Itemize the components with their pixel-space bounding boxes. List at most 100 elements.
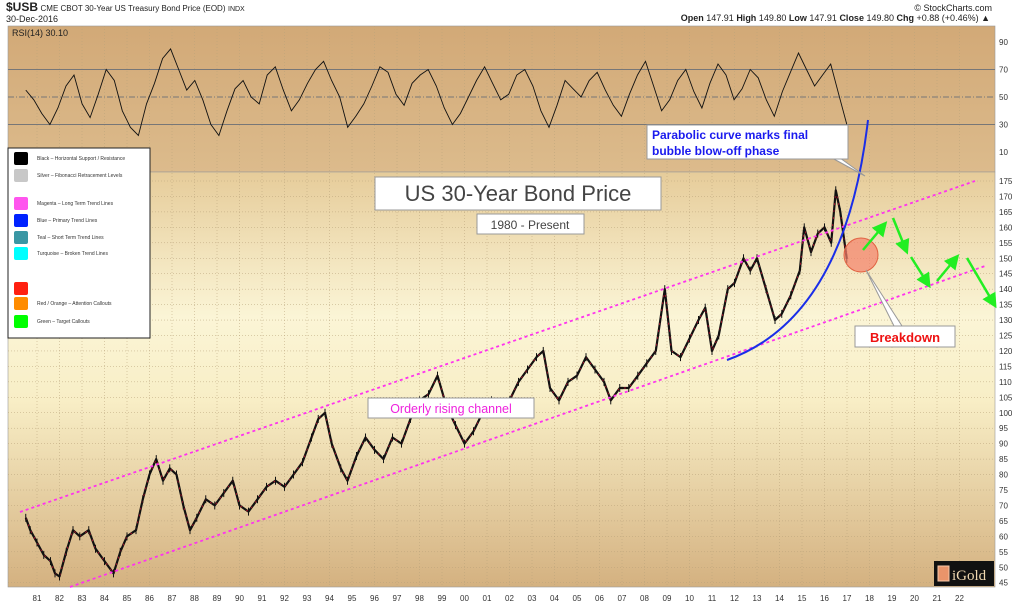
x-tick-label: 99 (438, 594, 447, 603)
target-arrow (936, 254, 960, 282)
parabolic-curve (726, 119, 869, 361)
x-tick-label: 82 (55, 594, 64, 603)
legend-label: Turquoise – Broken Trend Lines (37, 251, 108, 257)
y-tick-label: 120 (999, 347, 1013, 356)
rsi-label: RSI(14) 30.10 (12, 28, 68, 38)
igold-logo-icon (937, 565, 950, 582)
x-tick-label: 90 (235, 594, 244, 603)
channel-callout-box (367, 397, 535, 419)
y-tick-label: 150 (999, 254, 1013, 263)
x-tick-label: 92 (280, 594, 289, 603)
x-tick-label: 96 (370, 594, 379, 603)
legend-label: Red / Orange – Attention Callouts (37, 301, 112, 307)
x-tick-label: 16 (820, 594, 829, 603)
color-legend (7, 147, 151, 339)
y-tick-label: 105 (999, 393, 1013, 402)
y-tick-label: 50 (999, 563, 1008, 572)
parabolic-callout-box (646, 124, 849, 160)
svg-text:$USB CME CBOT 30-Year US Treas: $USB CME CBOT 30-Year US Treasury Bond P… (6, 0, 245, 14)
rsi-tick-label: 30 (999, 121, 1008, 130)
legend-swatch (14, 247, 28, 260)
x-tick-label: 02 (505, 594, 514, 603)
target-arrows (862, 217, 997, 309)
y-tick-label: 60 (999, 532, 1008, 541)
legend-label: Green – Target Callouts (37, 319, 90, 325)
legend-swatch (14, 214, 28, 227)
x-tick-label: 87 (168, 594, 177, 603)
rsi-tick-label: 70 (999, 66, 1008, 75)
x-tick-label: 84 (100, 594, 109, 603)
parabolic-callout-line1: Parabolic curve marks final (652, 128, 808, 142)
rsi-line (25, 48, 848, 137)
legend-label: Black – Horizontal Support / Resistance (37, 156, 125, 162)
x-tick-label: 95 (348, 594, 357, 603)
x-tick-label: 89 (213, 594, 222, 603)
legend-label: Silver – Fibonacci Retracement Levels (37, 173, 123, 179)
x-tick-label: 83 (78, 594, 87, 603)
channel-callout: Orderly rising channel (390, 402, 512, 416)
chart-date: 30-Dec-2016 (6, 14, 58, 24)
x-tick-label: 91 (258, 594, 267, 603)
rsi-series-group (25, 48, 848, 137)
axis-ticks: 81 82 83 84 85 86 87 88 89 90 91 92 93 94 95 96 97 98 99 00… (33, 38, 1013, 603)
rsi-tick-label: 90 (999, 38, 1008, 47)
x-tick-label: 10 (685, 594, 694, 603)
y-tick-label: 130 (999, 316, 1013, 325)
y-tick-label: 160 (999, 223, 1013, 232)
x-tick-label: 93 (303, 594, 312, 603)
x-tick-label: 18 (865, 594, 874, 603)
x-tick-label: 97 (393, 594, 402, 603)
x-tick-label: 12 (730, 594, 739, 603)
y-tick-label: 145 (999, 270, 1013, 279)
x-tick-label: 17 (843, 594, 852, 603)
legend-label: Blue – Primary Trend Lines (37, 218, 98, 224)
price-series-group (24, 186, 848, 581)
target-arrow (909, 256, 931, 289)
security-name: CME CBOT 30-Year US Treasury Bond Price … (41, 4, 226, 13)
target-arrow (965, 257, 997, 309)
legend-swatch (14, 231, 28, 244)
y-tick-label: 45 (999, 579, 1008, 588)
x-tick-label: 19 (888, 594, 897, 603)
y-tick-label: 55 (999, 548, 1008, 557)
watermark: © StockCharts.com (914, 3, 992, 13)
x-tick-label: 86 (145, 594, 154, 603)
breakdown-callout-box (854, 325, 956, 348)
x-tick-label: 00 (460, 594, 469, 603)
y-tick-label: 165 (999, 208, 1013, 217)
x-tick-label: 22 (955, 594, 964, 603)
y-tick-label: 75 (999, 486, 1008, 495)
title-box (374, 176, 662, 211)
breakdown-callout: Breakdown (870, 330, 940, 345)
y-tick-label: 175 (999, 177, 1013, 186)
y-tick-label: 125 (999, 332, 1013, 341)
y-tick-label: 90 (999, 440, 1008, 449)
legend-swatch (14, 282, 28, 295)
x-tick-label: 15 (798, 594, 807, 603)
y-tick-label: 135 (999, 301, 1013, 310)
x-tick-label: 11 (708, 594, 717, 603)
x-tick-label: 21 (933, 594, 942, 603)
legend-swatch (14, 197, 28, 210)
y-tick-label: 80 (999, 471, 1008, 480)
chart-subtitle: 1980 - Present (491, 218, 570, 232)
legend-label: Teal – Short Term Trend Lines (37, 235, 104, 241)
legend-swatch (14, 169, 28, 182)
x-tick-label: 85 (123, 594, 132, 603)
y-tick-label: 170 (999, 192, 1013, 201)
x-tick-label: 13 (753, 594, 762, 603)
y-tick-label: 110 (999, 378, 1012, 387)
symbol: $USB (6, 0, 38, 14)
x-tick-label: 81 (33, 594, 42, 603)
exchange: INDX (228, 6, 245, 13)
grid (8, 26, 995, 587)
x-tick-label: 05 (573, 594, 582, 603)
x-tick-label: 98 (415, 594, 424, 603)
legend-swatch (14, 315, 28, 328)
x-tick-label: 06 (595, 594, 604, 603)
y-tick-label: 140 (999, 285, 1013, 294)
chart-title: US 30-Year Bond Price (405, 181, 632, 206)
subtitle-box (476, 213, 585, 235)
y-tick-label: 155 (999, 239, 1013, 248)
